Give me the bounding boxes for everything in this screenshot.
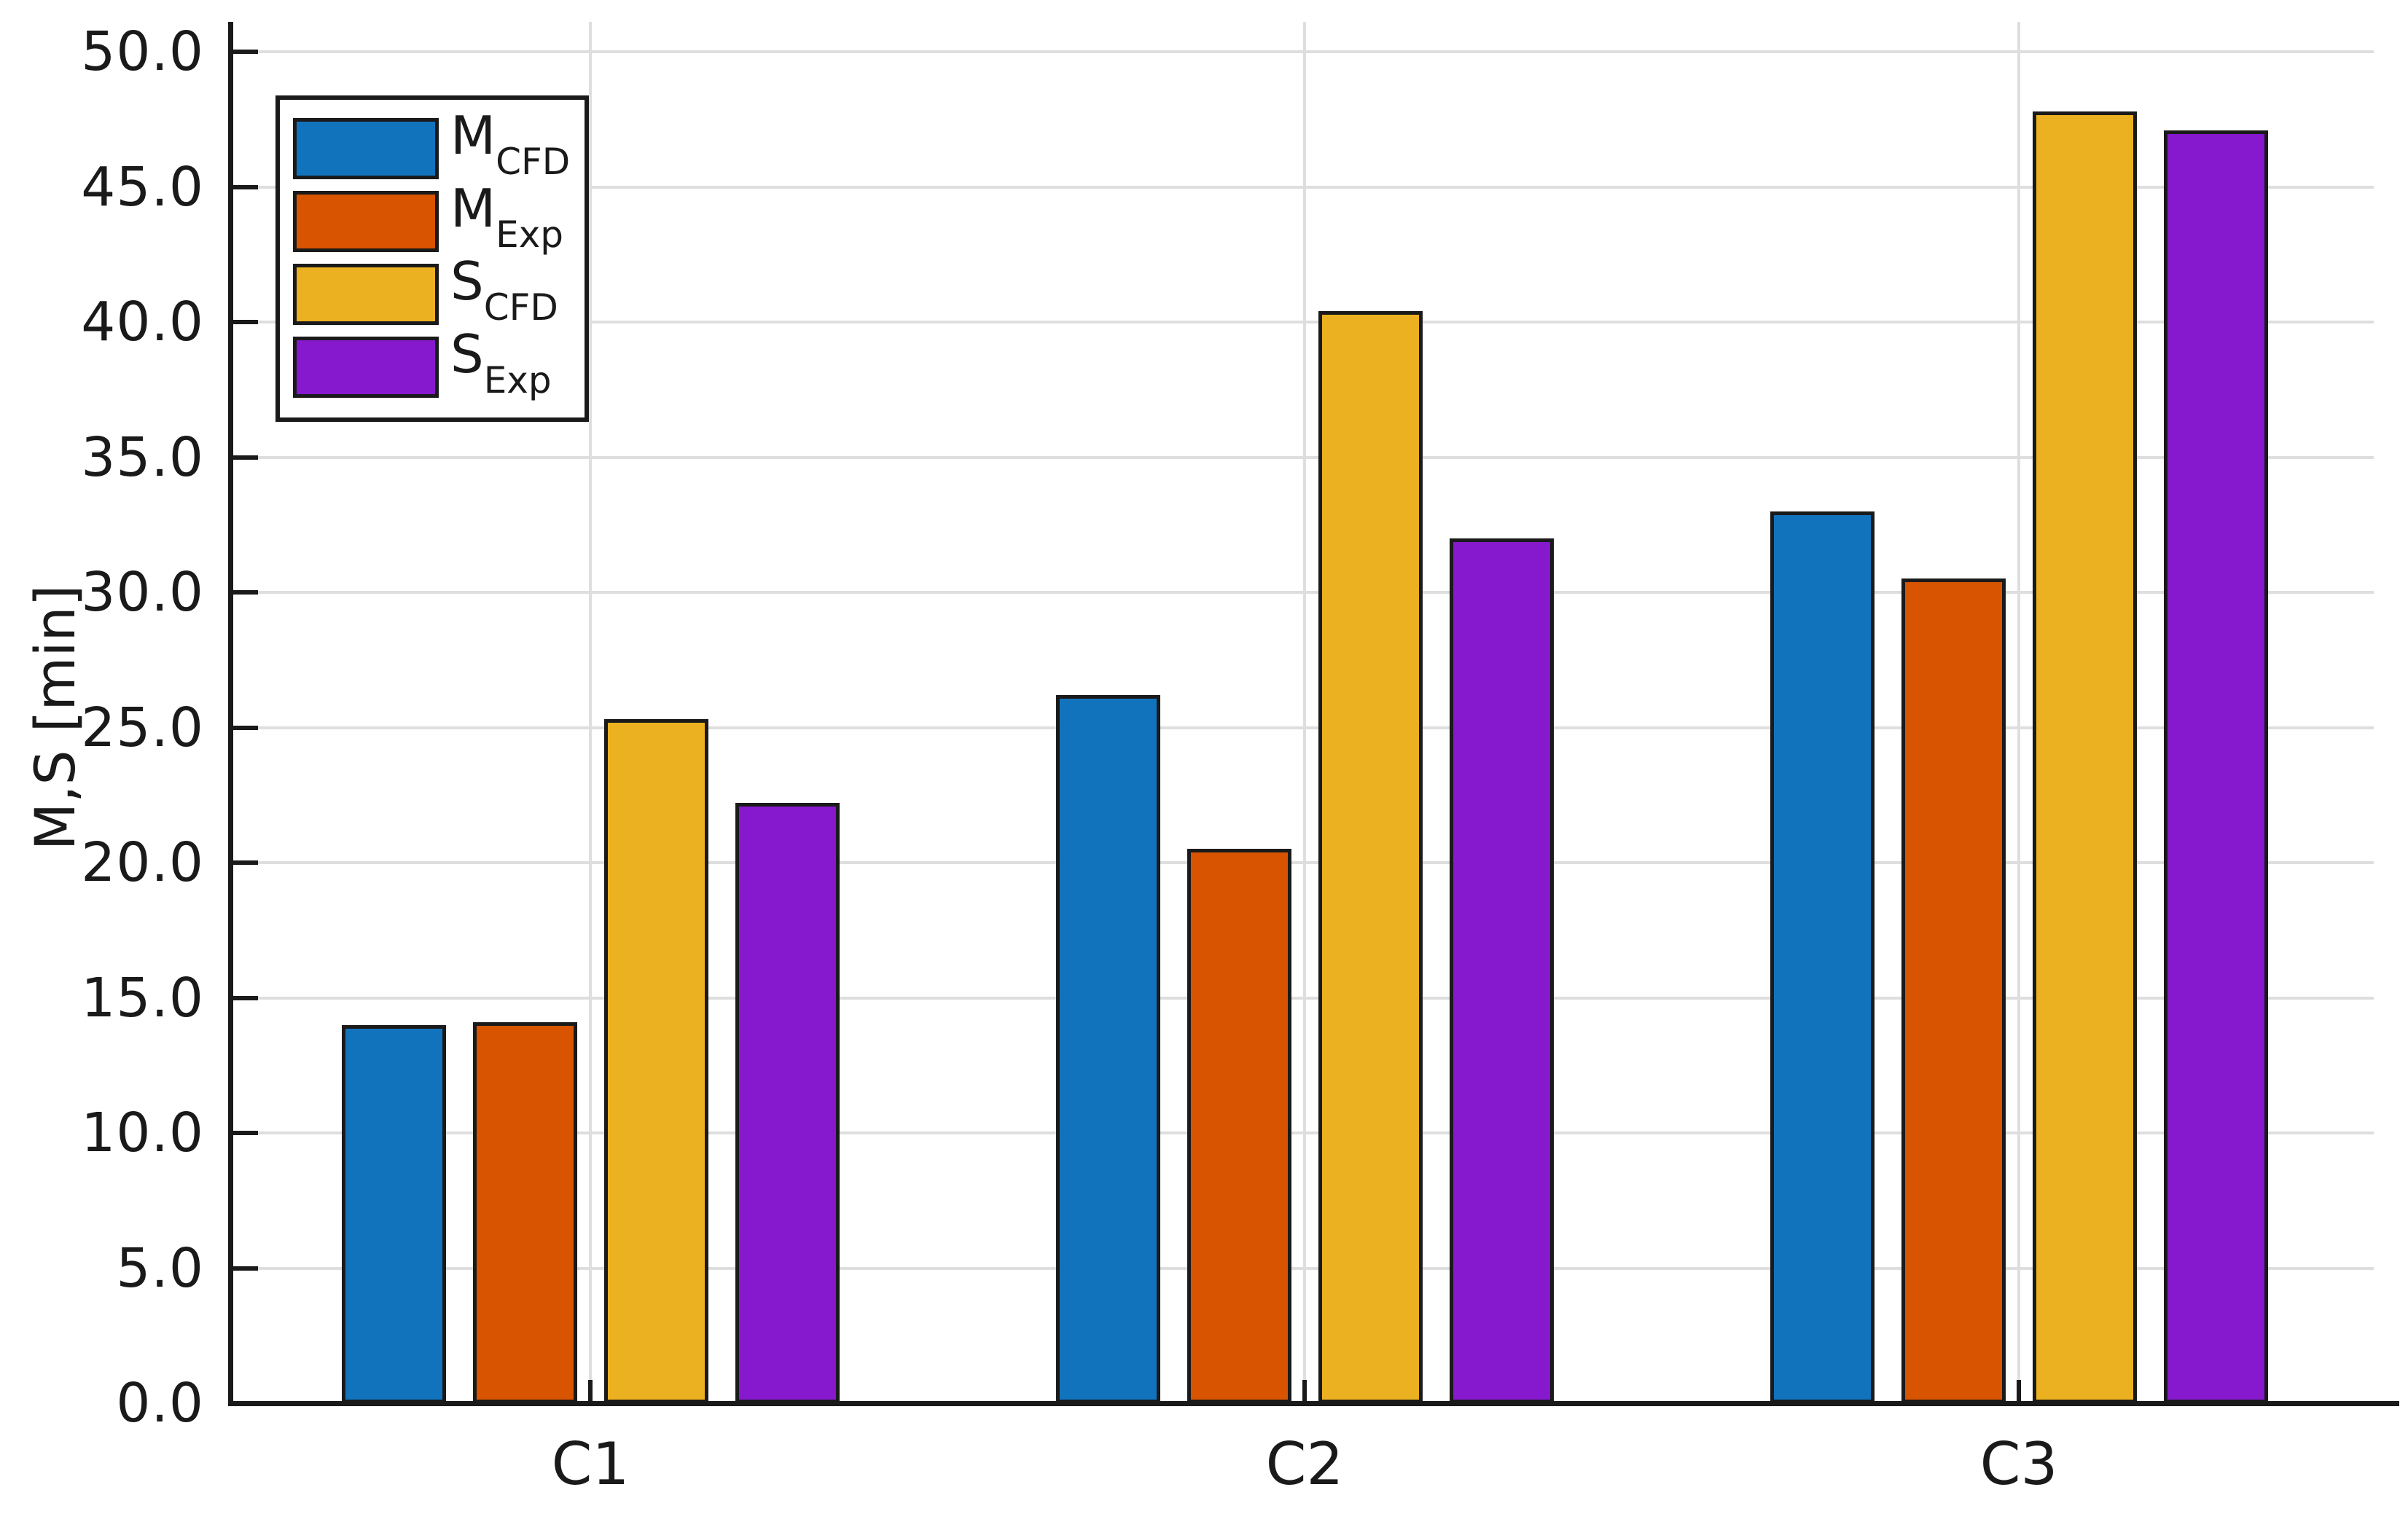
- h-gridline: [230, 861, 2374, 864]
- x-axis-spine: [228, 1401, 2399, 1406]
- bar-S_Exp-C3: [2163, 130, 2268, 1403]
- bar-M_CFD-C2: [1055, 694, 1160, 1403]
- legend-label-S_CFD: SCFD: [450, 251, 558, 329]
- legend-item-M_CFD: MCFD: [293, 109, 585, 183]
- y-tick-label: 10.0: [81, 1102, 204, 1164]
- legend-swatch-S_CFD: [293, 264, 439, 325]
- bar-M_Exp-C3: [1901, 578, 2006, 1403]
- legend-label-S_Exp: SExp: [450, 323, 552, 401]
- bar-S_Exp-C1: [735, 803, 840, 1403]
- bar-M_CFD-C1: [341, 1024, 446, 1403]
- bar-S_CFD-C3: [2032, 111, 2137, 1403]
- y-axis-label: M,S [min]: [22, 584, 87, 851]
- h-gridline: [230, 726, 2374, 729]
- y-tick-label: 25.0: [81, 696, 204, 759]
- h-gridline: [230, 1131, 2374, 1134]
- y-tick-mark: [230, 455, 258, 460]
- y-tick-label: 45.0: [81, 155, 204, 219]
- y-axis-spine: [228, 22, 233, 1406]
- y-tick-mark: [230, 1266, 258, 1271]
- bar-S_CFD-C2: [1318, 311, 1423, 1403]
- y-tick-mark: [230, 1131, 258, 1135]
- v-gridline: [589, 22, 592, 1403]
- legend-item-S_CFD: SCFD: [293, 255, 585, 329]
- y-tick-mark: [230, 860, 258, 865]
- v-gridline: [1303, 22, 1306, 1403]
- y-tick-label: 15.0: [81, 966, 204, 1029]
- legend: MCFD MExp SCFD SExp: [275, 95, 589, 422]
- bar-M_Exp-C1: [472, 1021, 577, 1403]
- x-tick-mark: [2017, 1380, 2021, 1403]
- h-gridline: [230, 185, 2374, 189]
- legend-label-M_CFD: MCFD: [450, 105, 571, 183]
- y-tick-mark: [230, 725, 258, 730]
- h-gridline: [230, 1266, 2374, 1270]
- legend-swatch-M_CFD: [293, 118, 439, 179]
- x-tick-mark: [1302, 1380, 1307, 1403]
- legend-swatch-M_Exp: [293, 191, 439, 252]
- legend-label-M_Exp: MExp: [450, 178, 564, 256]
- y-tick-mark: [230, 320, 258, 324]
- legend-item-M_Exp: MExp: [293, 182, 585, 256]
- y-tick-mark: [230, 50, 258, 54]
- bar-S_CFD-C1: [603, 719, 708, 1403]
- y-tick-label: 30.0: [81, 561, 204, 624]
- legend-swatch-S_Exp: [293, 337, 439, 398]
- x-tick-mark: [588, 1380, 593, 1403]
- y-tick-label: 0.0: [116, 1372, 204, 1435]
- y-tick-label: 50.0: [81, 20, 204, 83]
- y-tick-mark: [230, 590, 258, 595]
- bar-S_Exp-C2: [1449, 538, 1554, 1403]
- x-tick-label: C1: [551, 1430, 630, 1498]
- x-tick-label: C3: [1979, 1430, 2058, 1498]
- h-gridline: [230, 996, 2374, 1000]
- y-tick-mark: [230, 995, 258, 1000]
- h-gridline: [230, 455, 2374, 459]
- y-tick-label: 35.0: [81, 425, 204, 489]
- v-gridline: [2017, 22, 2020, 1403]
- bar-M_CFD-C3: [1770, 511, 1875, 1403]
- legend-item-S_Exp: SExp: [293, 328, 585, 401]
- x-tick-label: C2: [1265, 1430, 1344, 1498]
- y-tick-mark: [230, 184, 258, 189]
- h-gridline: [230, 50, 2374, 53]
- y-tick-label: 5.0: [116, 1236, 204, 1300]
- y-tick-label: 40.0: [81, 291, 204, 353]
- h-gridline: [230, 321, 2374, 323]
- bar-M_Exp-C2: [1187, 849, 1291, 1403]
- y-tick-label: 20.0: [81, 831, 204, 894]
- h-gridline: [230, 591, 2374, 594]
